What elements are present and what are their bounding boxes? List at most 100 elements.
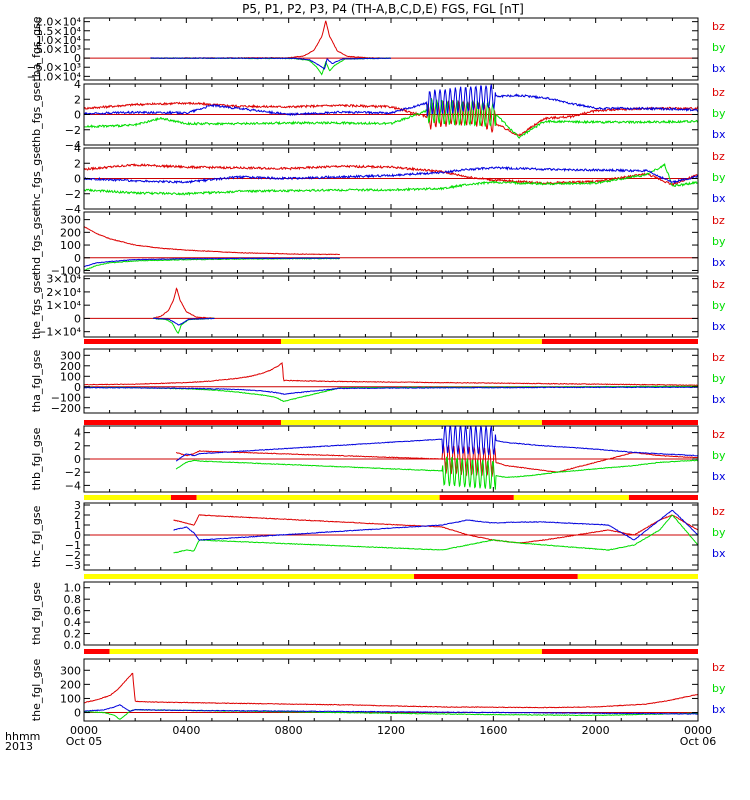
mode-bar-segment (84, 339, 281, 344)
panel-thb_fgs_gse: 4 2 0 −2 −4 thb_fgs_gse bz by bx (30, 78, 726, 152)
mode-bar-segment (280, 339, 542, 344)
y-tick-label: −3 (65, 559, 81, 572)
legend-by: by (712, 449, 726, 462)
y-tick-label: 0 (74, 381, 81, 394)
series-bz-line (84, 99, 698, 137)
legend-by: by (712, 235, 726, 248)
series-group (150, 20, 392, 76)
y-tick-label: 0.8 (64, 593, 82, 606)
mode-bar (84, 420, 698, 425)
panel-ylabel: thb_fgs_gse (30, 82, 43, 148)
panel-frame (83, 502, 699, 571)
panel-tha_fgs_gse: 2.0×10⁴1.5×10⁴1.0×10⁴5.0×10³0−5.0×10³−1.… (27, 16, 726, 84)
panels-group: 2.0×10⁴1.5×10⁴1.0×10⁴5.0×10³0−5.0×10³−1.… (27, 16, 726, 722)
y-tick-label: 0 (74, 252, 81, 265)
mode-bar-segment (84, 649, 110, 654)
mode-bar-segment (541, 420, 698, 425)
panel-thd_fgl_gse: 1.00.80.60.40.20.0 thd_fgl_gse (30, 581, 699, 654)
x-axis-label-line1: hhmm (5, 730, 40, 743)
legend-by: by (712, 299, 726, 312)
mode-bar-segment (170, 495, 197, 500)
y-tick-label: −2 (65, 549, 81, 562)
mode-bar (84, 495, 698, 500)
legend-bx: bx (712, 128, 726, 141)
y-tick-label: 4 (74, 427, 81, 440)
mode-bar-segment (541, 649, 698, 654)
series-by-line (150, 57, 392, 76)
series-group (84, 162, 698, 197)
x-tick-label: 0000 (70, 724, 98, 737)
panel-frame (83, 581, 699, 646)
y-tick-label: −5.0×10³ (27, 61, 81, 74)
y-tick-label: −1.0×10⁴ (27, 70, 82, 83)
x-tick-date: Oct 05 (66, 735, 103, 748)
mode-bar-segment (280, 420, 542, 425)
x-tick-label: 0800 (275, 724, 303, 737)
legend-by: by (712, 372, 726, 385)
x-tick-label: 2000 (582, 724, 610, 737)
x-tick-label: 1200 (377, 724, 405, 737)
y-tick-label: 300 (60, 664, 81, 677)
y-tick-label: −2 (65, 124, 81, 137)
y-tick-label: −1 (65, 539, 81, 552)
series-bx-line (150, 57, 391, 70)
panel-ylabel: thc_fgl_gse (30, 505, 43, 567)
series-bx-line (84, 386, 698, 395)
y-tick-label: 2 (74, 440, 81, 453)
legend-bz: bz (712, 351, 725, 364)
panel-frame (83, 211, 699, 274)
y-tick-label: 2 (74, 93, 81, 106)
legend-by: by (712, 526, 726, 539)
y-tick-label: 2.0×10⁴ (36, 16, 82, 29)
legend-by: by (712, 171, 726, 184)
series-bx-line (84, 704, 698, 715)
x-tick-label: 1600 (479, 724, 507, 737)
series-bz-line (84, 163, 698, 187)
series-by-line (153, 317, 215, 334)
series-group (84, 361, 698, 403)
y-tick-label: 100 (60, 370, 81, 383)
y-tick-label: 1.0 (64, 582, 82, 595)
series-bz-line (84, 226, 341, 256)
panel-ylabel: tha_fgs_gse (30, 16, 43, 81)
x-tick-date: Oct 06 (680, 735, 717, 748)
panel-frame (83, 17, 699, 81)
y-tick-label: 2 (74, 157, 81, 170)
y-tick-label: −4 (65, 203, 81, 216)
y-tick-label: 3×10⁴ (46, 273, 81, 286)
legend-bz: bz (712, 428, 725, 441)
y-tick-label: 0 (74, 453, 81, 466)
legend-by: by (712, 107, 726, 120)
legend-bz: bz (712, 214, 725, 227)
panel-ylabel: the_fgl_gse (30, 659, 43, 722)
y-tick-label: 0.2 (64, 628, 82, 641)
mode-bar-segment (196, 495, 440, 500)
y-tick-label: 0 (74, 529, 81, 542)
mode-bar-segment (513, 495, 629, 500)
y-tick-label: 1 (74, 519, 81, 532)
y-tick-label: 2 (74, 509, 81, 522)
panel-ylabel: thd_fgs_gse (30, 210, 43, 276)
y-tick-label: 5.0×10³ (36, 43, 81, 56)
series-by-line (84, 162, 698, 197)
mode-bar-segment (439, 495, 514, 500)
y-tick-label: 0 (74, 109, 81, 122)
legend-bz: bz (712, 20, 725, 33)
panel-ylabel: the_fgs_gse (30, 274, 43, 339)
legend-bz: bz (712, 86, 725, 99)
legend-bz: bz (712, 278, 725, 291)
legend-bx: bx (712, 393, 726, 406)
series-group (175, 426, 698, 490)
series-bz-line (175, 444, 698, 477)
panel-ylabel: thb_fgl_gse (30, 427, 43, 490)
series-group (84, 226, 341, 272)
y-tick-label: −100 (51, 264, 81, 277)
y-tick-label: 300 (60, 214, 81, 227)
y-tick-label: −2 (65, 188, 81, 201)
series-bz-line (84, 672, 698, 709)
